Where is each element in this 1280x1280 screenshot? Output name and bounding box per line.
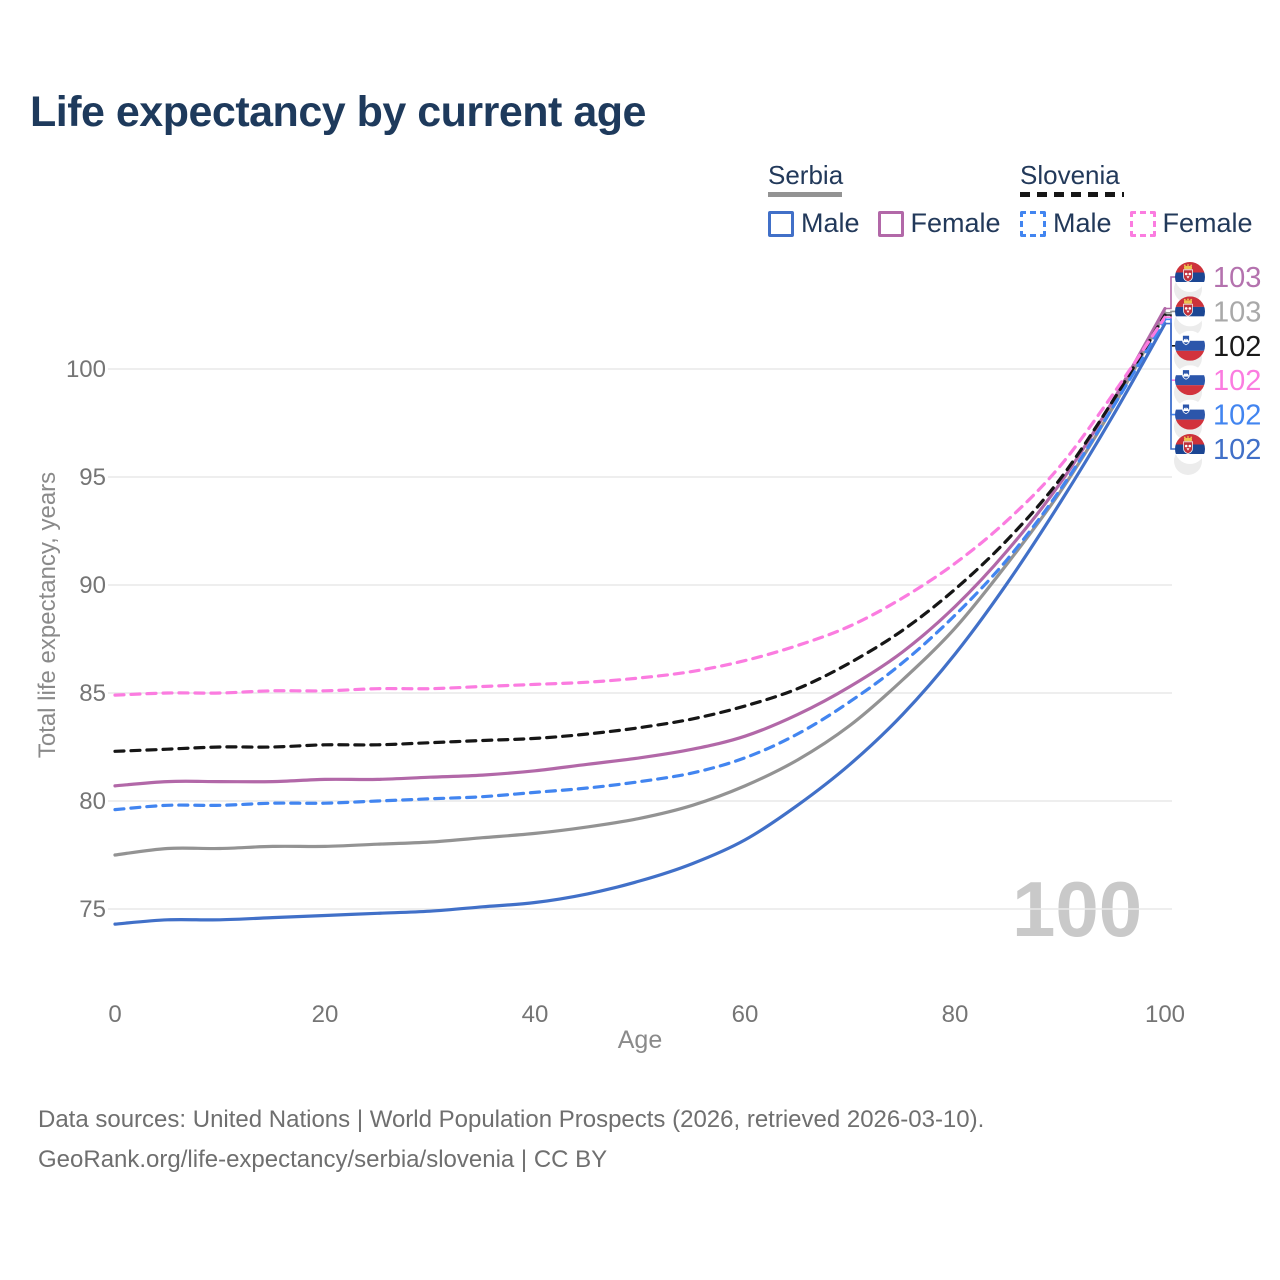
end-value-label-slovenia_both: 102 — [1213, 331, 1261, 363]
slovenia-male-swatch — [1020, 210, 1046, 237]
source-url-license[interactable]: GeoRank.org/life-expectancy/serbia/slove… — [38, 1146, 608, 1173]
y-tick-label-95: 95 — [79, 464, 106, 491]
legend-label-slovenia-female: Female — [1162, 208, 1253, 238]
flag-icon-serbia — [1175, 262, 1205, 292]
serbia-male-swatch — [768, 210, 794, 237]
series-layer — [113, 306, 1167, 926]
legend-item-serbia-female[interactable]: Female — [877, 208, 1001, 239]
grid-layer: 75 80 85 90 95 100 0 20 40 60 80 100 — [66, 356, 1185, 1028]
flag-icon-serbia — [1175, 296, 1205, 327]
data-source-attribution: Data sources: United Nations | World Pop… — [38, 1106, 985, 1133]
legend-row-serbia: Male Female — [768, 208, 1019, 239]
legend-slovenia-title[interactable]: Slovenia — [1020, 160, 1120, 190]
x-tick-label-60: 60 — [732, 1001, 759, 1028]
serbia-female-swatch — [877, 210, 904, 237]
y-tick-label-90: 90 — [79, 572, 106, 599]
end-value-label-slovenia_male: 102 — [1213, 400, 1261, 432]
end-value-label-serbia_male: 102 — [1213, 434, 1261, 466]
legend-item-serbia-male[interactable]: Male — [768, 208, 860, 239]
legend-serbia-title[interactable]: Serbia — [768, 160, 844, 190]
legend-item-slovenia-male[interactable]: Male — [1020, 208, 1112, 239]
flag-icon-slovenia — [1175, 330, 1205, 361]
x-tick-label-0: 0 — [108, 1001, 121, 1028]
series-line-slovenia_both[interactable] — [113, 313, 1167, 753]
flag-icon-serbia — [1175, 434, 1205, 464]
end-value-label-serbia_female: 103 — [1213, 262, 1261, 294]
flag-icon-slovenia — [1175, 365, 1205, 396]
legend-item-slovenia-female[interactable]: Female — [1129, 208, 1253, 239]
legend-label-serbia-female: Female — [910, 208, 1001, 238]
y-tick-label-100: 100 — [66, 356, 106, 383]
series-line-serbia_both[interactable] — [113, 311, 1167, 857]
series-line-slovenia_male[interactable] — [113, 317, 1167, 812]
end-value-label-serbia_both: 103 — [1213, 296, 1261, 328]
y-tick-label-85: 85 — [79, 680, 106, 707]
series-line-slovenia_female[interactable] — [113, 315, 1167, 697]
x-axis-title: Age — [617, 1026, 663, 1054]
legend-label-slovenia-male: Male — [1053, 208, 1112, 238]
x-tick-label-80: 80 — [942, 1001, 969, 1028]
slovenia-line-style-sample — [1020, 192, 1124, 197]
legend-group-slovenia: Slovenia Male Female — [1020, 161, 1271, 239]
serbia-line-style-sample — [768, 192, 842, 197]
y-tick-label-75: 75 — [79, 896, 106, 923]
end-value-label-slovenia_female: 102 — [1213, 365, 1261, 397]
y-tick-label-80: 80 — [79, 788, 106, 815]
x-tick-label-100: 100 — [1145, 1001, 1185, 1028]
x-tick-label-40: 40 — [522, 1001, 549, 1028]
series-line-serbia_male[interactable] — [113, 322, 1167, 926]
flag-icon-slovenia — [1175, 399, 1205, 430]
legend-group-serbia: Serbia Male Female — [768, 161, 1019, 239]
series-line-serbia_female[interactable] — [113, 306, 1167, 788]
legend-row-slovenia: Male Female — [1020, 208, 1271, 239]
legend-label-serbia-male: Male — [801, 208, 860, 238]
x-tick-label-20: 20 — [312, 1001, 339, 1028]
page-title: Life expectancy by current age — [30, 88, 646, 136]
slovenia-female-swatch — [1129, 210, 1156, 237]
